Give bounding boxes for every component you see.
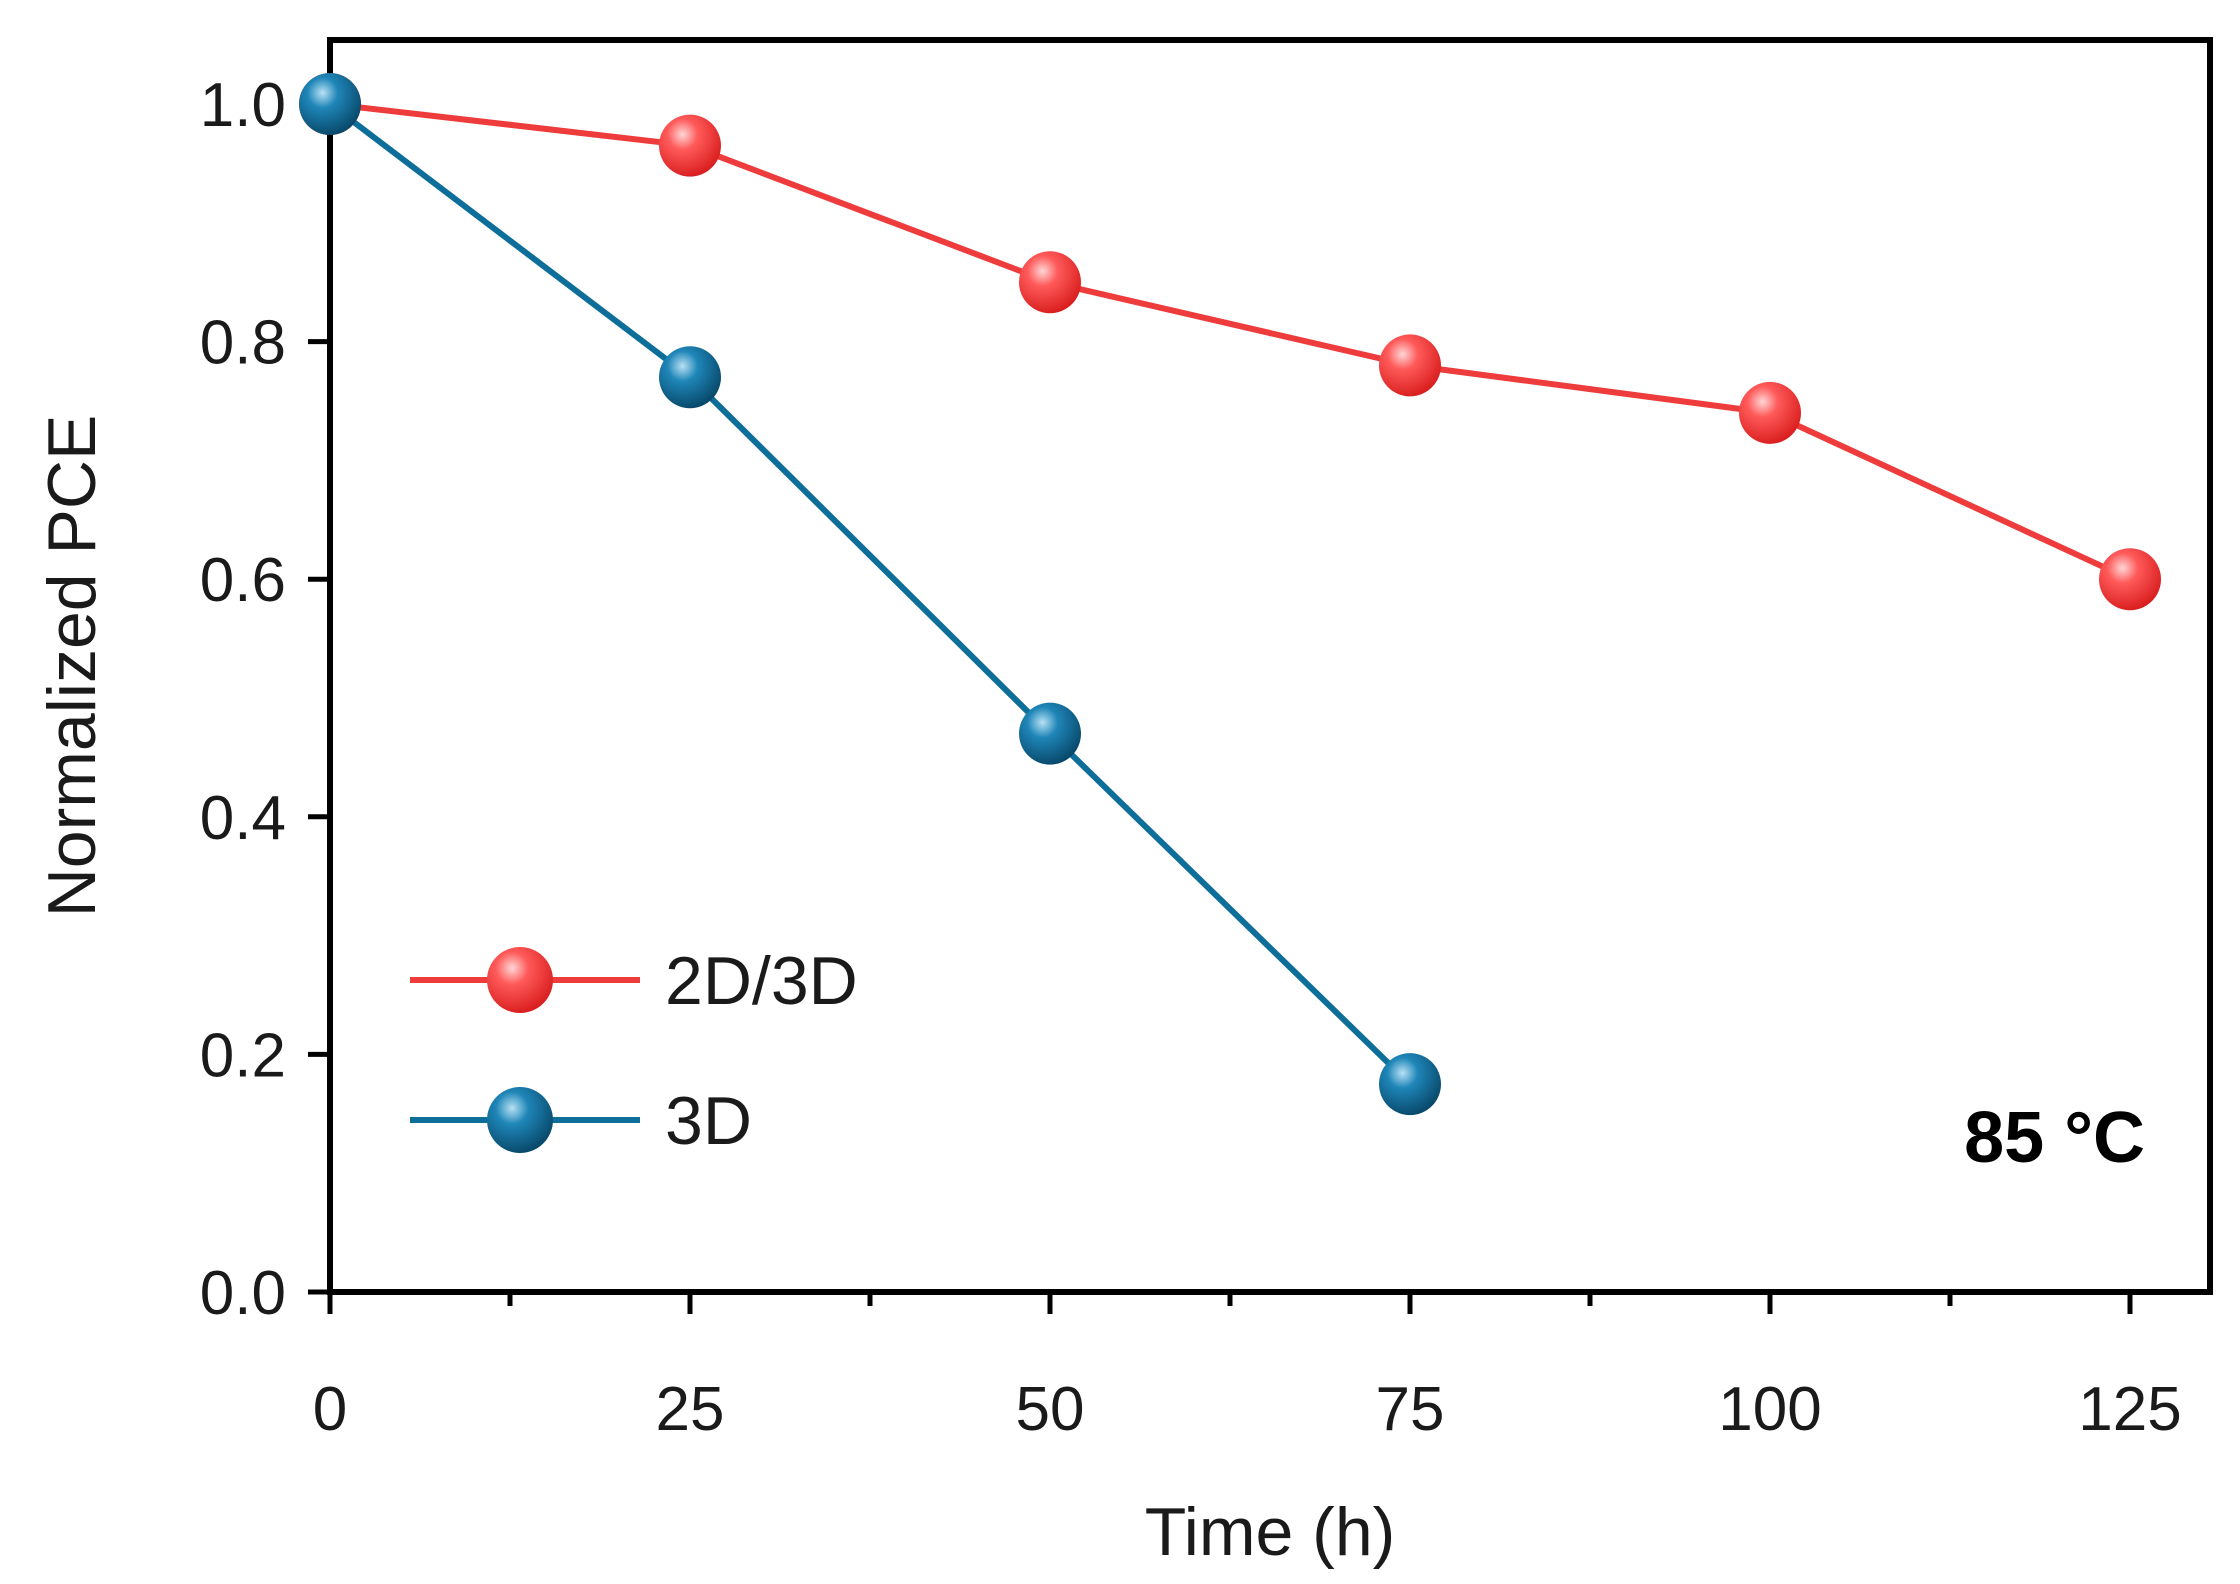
y-tick-label: 0.2 bbox=[200, 1021, 286, 1090]
x-tick-label: 50 bbox=[1016, 1375, 1085, 1444]
legend-marker-3d bbox=[487, 1087, 553, 1153]
legend-label-3d: 3D bbox=[665, 1083, 752, 1159]
x-tick-label: 25 bbox=[656, 1375, 725, 1444]
x-tick-label: 100 bbox=[1718, 1375, 1821, 1444]
data-point-series-0 bbox=[1739, 381, 1801, 444]
y-tick-label: 0.0 bbox=[200, 1259, 286, 1328]
data-point-series-0 bbox=[2099, 548, 2161, 611]
x-tick-label: 125 bbox=[2078, 1375, 2181, 1444]
x-tick-label: 75 bbox=[1376, 1375, 1445, 1444]
series-layer bbox=[299, 73, 2161, 1116]
series-line-0 bbox=[329, 101, 2132, 582]
x-tick-label: 0 bbox=[313, 1375, 347, 1444]
data-point-series-0 bbox=[659, 114, 721, 177]
data-point-series-1 bbox=[1379, 1053, 1441, 1116]
y-axis-title: Normalized PCE bbox=[34, 415, 110, 918]
x-axis-ticks: 0 25 50 75 100 125 bbox=[313, 1292, 2182, 1444]
x-axis-title: Time (h) bbox=[1145, 1494, 1396, 1570]
series-line-1 bbox=[328, 101, 1413, 1087]
data-point-series-1 bbox=[299, 73, 361, 135]
plot-frame bbox=[327, 37, 2213, 1295]
y-tick-label: 0.6 bbox=[200, 546, 286, 615]
data-point-series-0 bbox=[1379, 334, 1441, 397]
data-point-series-1 bbox=[659, 346, 721, 409]
y-tick-label: 0.8 bbox=[200, 309, 286, 378]
data-point-series-0 bbox=[1019, 251, 1081, 314]
y-tick-label: 1.0 bbox=[200, 71, 286, 140]
data-point-series-1 bbox=[1019, 702, 1081, 765]
y-axis-ticks: 0.0 0.2 0.4 0.6 0.8 1.0 bbox=[200, 71, 330, 1328]
legend: 2D/3D 3D bbox=[410, 943, 858, 1159]
y-tick-label: 0.4 bbox=[200, 784, 286, 853]
legend-marker-2d3d bbox=[487, 947, 553, 1013]
legend-label-2d3d: 2D/3D bbox=[665, 943, 858, 1019]
temperature-annotation: 85 °C bbox=[1964, 1098, 2145, 1178]
